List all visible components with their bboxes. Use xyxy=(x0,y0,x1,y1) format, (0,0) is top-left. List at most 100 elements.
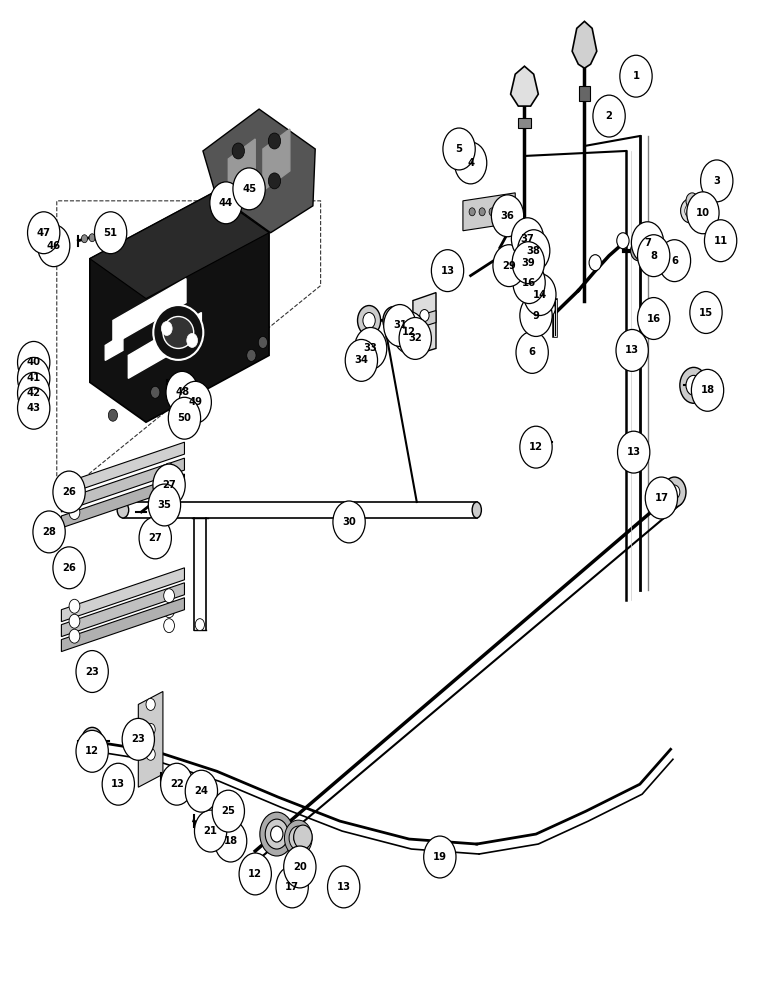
Text: 48: 48 xyxy=(175,387,189,397)
Circle shape xyxy=(69,614,80,628)
Circle shape xyxy=(493,245,525,287)
Text: 21: 21 xyxy=(204,826,218,836)
Text: 44: 44 xyxy=(219,198,233,208)
Text: 49: 49 xyxy=(188,397,202,407)
Circle shape xyxy=(284,820,312,856)
Text: 13: 13 xyxy=(337,882,350,892)
Circle shape xyxy=(164,589,174,603)
Circle shape xyxy=(527,257,533,265)
Circle shape xyxy=(233,168,266,210)
Polygon shape xyxy=(138,691,163,787)
Circle shape xyxy=(384,305,416,346)
Circle shape xyxy=(669,485,680,499)
Text: 12: 12 xyxy=(402,327,416,337)
Text: 1: 1 xyxy=(632,71,639,81)
Circle shape xyxy=(388,314,399,327)
Text: 15: 15 xyxy=(699,308,713,318)
Text: 43: 43 xyxy=(27,403,41,413)
Circle shape xyxy=(520,295,552,336)
Circle shape xyxy=(357,306,381,335)
Text: 27: 27 xyxy=(162,480,176,490)
Circle shape xyxy=(283,846,316,888)
Polygon shape xyxy=(62,442,185,496)
Circle shape xyxy=(76,651,108,692)
Text: 6: 6 xyxy=(529,347,536,357)
Circle shape xyxy=(164,495,174,509)
Text: 8: 8 xyxy=(650,251,657,261)
Circle shape xyxy=(631,241,646,261)
Circle shape xyxy=(489,208,495,216)
Polygon shape xyxy=(113,279,186,344)
Circle shape xyxy=(18,357,50,399)
Circle shape xyxy=(354,327,387,369)
Circle shape xyxy=(698,209,713,229)
Text: 17: 17 xyxy=(655,493,669,503)
Ellipse shape xyxy=(163,317,194,348)
Text: 23: 23 xyxy=(85,667,99,677)
Circle shape xyxy=(692,369,723,411)
Polygon shape xyxy=(579,86,590,101)
Circle shape xyxy=(293,832,303,844)
Text: 7: 7 xyxy=(644,238,651,248)
Circle shape xyxy=(533,245,539,253)
Circle shape xyxy=(195,619,205,631)
Circle shape xyxy=(686,375,702,395)
Circle shape xyxy=(18,372,50,414)
Circle shape xyxy=(188,413,199,427)
Circle shape xyxy=(195,810,227,852)
Text: 37: 37 xyxy=(520,234,534,244)
Circle shape xyxy=(266,819,288,849)
Polygon shape xyxy=(62,583,185,637)
Text: 51: 51 xyxy=(103,228,117,238)
Circle shape xyxy=(645,477,678,519)
Polygon shape xyxy=(518,118,530,128)
Circle shape xyxy=(161,763,193,805)
Circle shape xyxy=(168,773,181,789)
Polygon shape xyxy=(62,568,185,622)
Ellipse shape xyxy=(472,502,482,518)
Circle shape xyxy=(533,436,543,448)
Circle shape xyxy=(76,730,108,772)
Text: 47: 47 xyxy=(37,228,51,238)
Text: 26: 26 xyxy=(62,487,76,497)
Circle shape xyxy=(166,371,198,413)
Circle shape xyxy=(200,397,211,411)
Circle shape xyxy=(161,321,172,335)
Circle shape xyxy=(685,204,695,217)
Polygon shape xyxy=(263,129,290,191)
Circle shape xyxy=(687,192,719,234)
Text: 23: 23 xyxy=(131,734,145,744)
Circle shape xyxy=(543,301,555,317)
Circle shape xyxy=(293,825,312,849)
Circle shape xyxy=(523,274,556,316)
Circle shape xyxy=(681,199,699,223)
Circle shape xyxy=(638,298,670,339)
Circle shape xyxy=(269,133,280,149)
Circle shape xyxy=(690,292,722,333)
Circle shape xyxy=(701,160,733,202)
Circle shape xyxy=(617,233,629,249)
Text: 13: 13 xyxy=(111,779,125,789)
Circle shape xyxy=(512,242,544,284)
Text: 30: 30 xyxy=(342,517,356,527)
Circle shape xyxy=(701,213,709,224)
Circle shape xyxy=(648,241,663,261)
Polygon shape xyxy=(229,139,256,201)
Circle shape xyxy=(276,866,308,908)
Circle shape xyxy=(153,464,185,506)
Text: 6: 6 xyxy=(671,256,678,266)
Text: 25: 25 xyxy=(222,806,235,816)
Circle shape xyxy=(710,229,726,249)
Circle shape xyxy=(455,142,487,184)
Circle shape xyxy=(528,429,548,455)
Circle shape xyxy=(269,173,280,189)
Circle shape xyxy=(393,312,425,353)
Circle shape xyxy=(69,474,80,488)
Text: 36: 36 xyxy=(500,211,514,221)
Circle shape xyxy=(705,220,736,262)
Circle shape xyxy=(108,409,117,421)
Circle shape xyxy=(642,230,651,242)
Circle shape xyxy=(33,511,66,553)
Ellipse shape xyxy=(154,305,203,360)
Circle shape xyxy=(618,431,650,473)
